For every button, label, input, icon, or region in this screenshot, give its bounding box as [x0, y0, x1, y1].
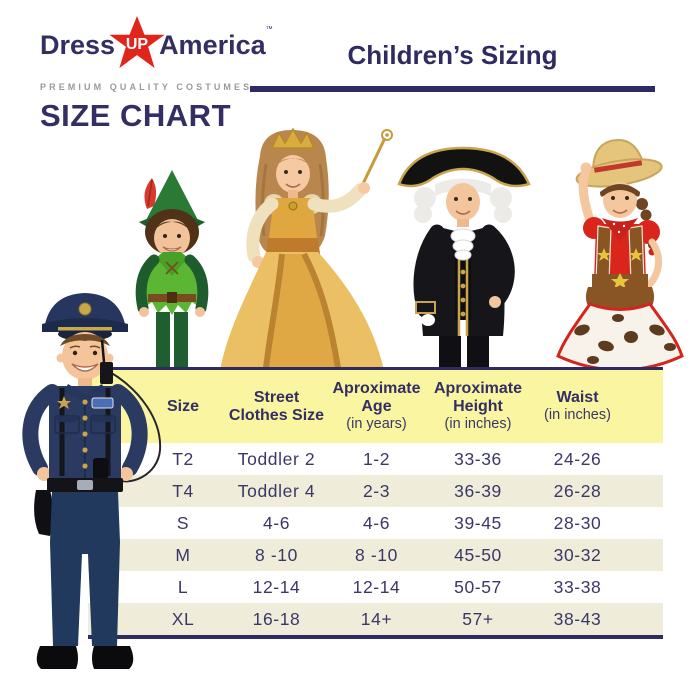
page-title-wrap: Children’s Sizing [250, 40, 655, 71]
cowgirl-costume-image [538, 132, 698, 375]
cell-size: XL [171, 608, 195, 629]
cell-street-clothes-size: Toddler 2 [237, 448, 316, 469]
table-row: T2 Toddler 2 1-2 33-36 24-26 [88, 443, 663, 475]
cell-waist: 38-43 [553, 608, 602, 629]
cell-height: 50-57 [454, 576, 502, 597]
peter-pan-costume-image [108, 162, 236, 377]
logo-word-dress: Dress [40, 29, 116, 60]
cell-street-clothes-size: 12-14 [252, 576, 301, 597]
page-title: Children’s Sizing [347, 40, 558, 70]
police-costume-image [0, 290, 185, 695]
cell-age: 2-3 [362, 480, 391, 501]
cell-waist: 24-26 [553, 448, 602, 469]
cell-waist: 33-38 [553, 576, 602, 597]
cell-height: 33-36 [454, 448, 502, 469]
cell-waist: 28-30 [553, 512, 602, 533]
cell-street-clothes-size: 16-18 [252, 608, 301, 629]
svg-text:UP: UP [126, 36, 149, 53]
cell-height: 45-50 [454, 544, 502, 565]
cell-age: 14+ [360, 608, 393, 629]
princess-costume-image [208, 124, 398, 374]
sizing-table: Size Street Clothes Size Aproximate Age … [88, 367, 663, 639]
cell-height: 57+ [462, 608, 494, 629]
column-header-size: Size [166, 397, 199, 415]
column-header-waist: Waist (in inches) [544, 389, 611, 424]
cell-size: M [175, 544, 191, 565]
colonial-costume-image [383, 140, 545, 375]
logo-star-icon: UP [104, 11, 170, 77]
cell-size: L [177, 576, 189, 597]
cell-street-clothes-size: 8 -10 [255, 544, 298, 565]
column-header-approximate-height: Aproximate Height (in inches) [433, 380, 523, 433]
title-underline [250, 86, 655, 92]
table-row: L 12-14 12-14 50-57 33-38 [88, 571, 663, 603]
size-chart-heading: SIZE CHART [40, 98, 231, 133]
table-row: M 8 -10 8 -10 45-50 30-32 [88, 539, 663, 571]
cell-street-clothes-size: Toddler 4 [237, 480, 316, 501]
cell-waist: 30-32 [553, 544, 602, 565]
table-row: XL 16-18 14+ 57+ 38-43 [88, 603, 663, 635]
cell-size: T2 [172, 448, 194, 469]
cell-height: 36-39 [454, 480, 502, 501]
cell-height: 39-45 [454, 512, 502, 533]
cell-age: 8 -10 [355, 544, 398, 565]
cell-size: S [176, 512, 190, 533]
cell-size: T4 [172, 480, 194, 501]
brand-tagline: PREMIUM QUALITY COSTUMES [40, 82, 253, 92]
column-header-approximate-age: Aproximate Age (in years) [332, 380, 421, 433]
logo-word-america: America [159, 29, 266, 60]
brand-block: Dress UP America ™ PREMIUM QUALITY COSTU… [40, 11, 273, 134]
dress-up-america-logo: Dress UP America ™ [40, 11, 273, 78]
cell-waist: 26-28 [553, 480, 602, 501]
cell-age: 4-6 [362, 512, 391, 533]
cell-street-clothes-size: 4-6 [262, 512, 291, 533]
logo-trademark: ™ [265, 26, 273, 33]
table-row: T4 Toddler 4 2-3 36-39 26-28 [88, 475, 663, 507]
cell-age: 1-2 [362, 448, 391, 469]
cell-age: 12-14 [352, 576, 401, 597]
table-row: S 4-6 4-6 39-45 28-30 [88, 507, 663, 539]
table-header-row: Size Street Clothes Size Aproximate Age … [88, 370, 663, 443]
column-header-street-clothes-size: Street Clothes Size [228, 388, 325, 424]
